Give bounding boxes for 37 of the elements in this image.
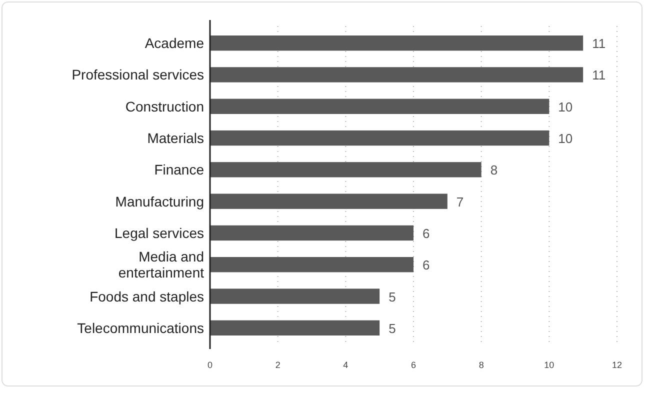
bar xyxy=(210,67,584,82)
data-label: 8 xyxy=(490,162,498,178)
bar xyxy=(210,35,584,51)
bar xyxy=(210,98,550,114)
y-tick-label: Professional services xyxy=(72,66,204,83)
y-tick-label: Telecommunications xyxy=(77,320,204,336)
bar xyxy=(210,320,380,336)
data-label: 10 xyxy=(558,131,573,146)
bar xyxy=(210,225,414,241)
x-tick-label: 8 xyxy=(478,360,484,370)
data-label: 5 xyxy=(388,320,396,336)
x-tick-label: 0 xyxy=(207,360,213,370)
y-tick-label: Legal services xyxy=(114,224,204,241)
x-tick-label: 10 xyxy=(544,360,554,370)
y-tick-label: Materials xyxy=(147,130,204,146)
bar xyxy=(210,257,414,272)
bar xyxy=(210,288,380,304)
x-tick-label: 12 xyxy=(612,360,622,370)
y-tick-label: Manufacturing xyxy=(115,193,204,210)
y-tick-label: Media and entertainment xyxy=(118,248,204,281)
x-tick-label: 6 xyxy=(410,360,416,370)
y-tick-label: Finance xyxy=(154,162,204,178)
data-label: 7 xyxy=(456,194,464,210)
bar xyxy=(210,162,482,178)
y-tick-label: Academe xyxy=(144,35,204,52)
x-tick-label: 2 xyxy=(275,360,280,370)
y-tick-label: Foods and staples xyxy=(90,288,204,304)
data-label: 11 xyxy=(592,68,606,83)
bar xyxy=(210,130,550,146)
bar xyxy=(210,194,448,209)
data-label: 6 xyxy=(422,226,430,241)
data-label: 10 xyxy=(558,99,573,114)
data-label: 6 xyxy=(422,258,430,273)
x-tick-label: 4 xyxy=(343,360,348,370)
y-tick-label: Construction xyxy=(125,98,204,114)
data-label: 5 xyxy=(388,289,396,304)
data-label: 11 xyxy=(592,36,606,52)
